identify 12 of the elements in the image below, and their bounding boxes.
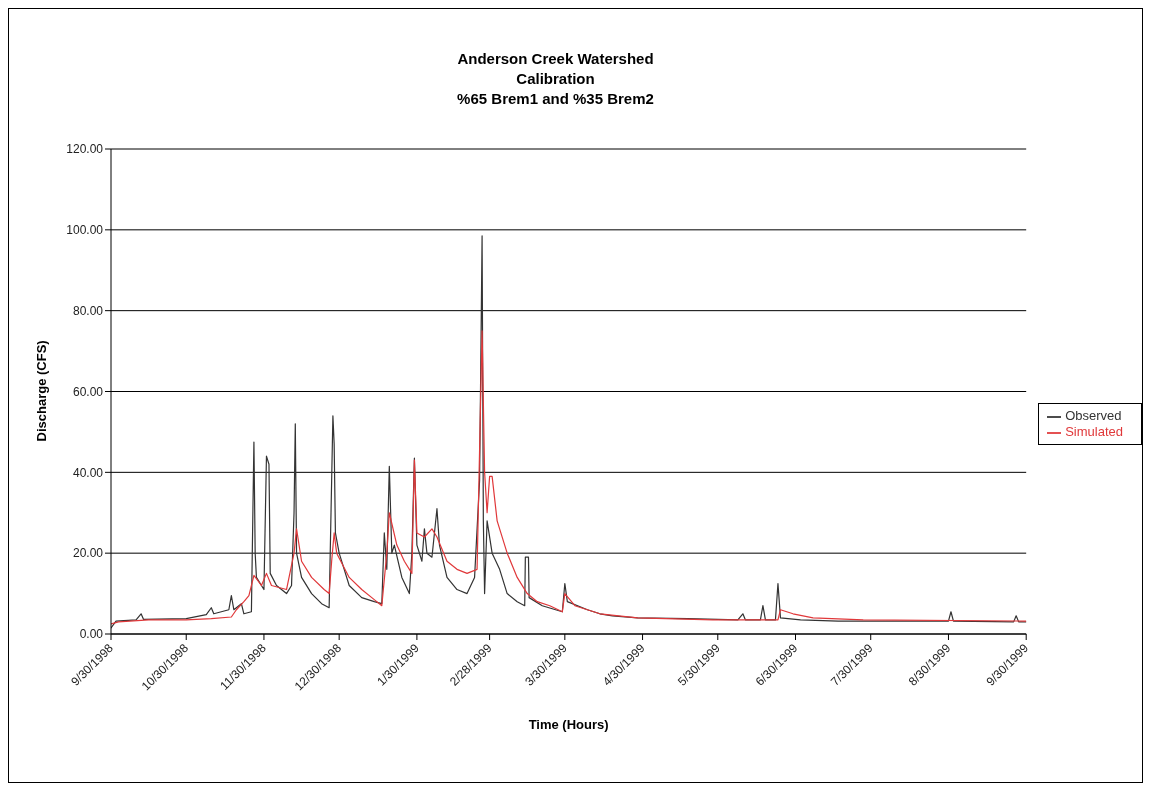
x-axis-title: Time (Hours): [528, 717, 609, 732]
y-tick-label: 0.00: [79, 627, 104, 642]
y-tick-label: 40.00: [72, 465, 104, 480]
y-axis-title: Discharge (CFS): [33, 340, 49, 442]
chart-title: Anderson Creek Watershed Calibration %65 Brem1 and %35 Brem2: [456, 49, 655, 109]
y-tick-label: 20.00: [72, 546, 104, 561]
legend-label: Observed: [1065, 408, 1122, 424]
y-tick-label: 60.00: [72, 384, 104, 399]
y-tick-label: 80.00: [72, 303, 104, 318]
legend-label: Simulated: [1065, 424, 1123, 439]
y-tick-label: 120.00: [66, 142, 104, 157]
y-tick-label: 100.00: [66, 223, 104, 238]
